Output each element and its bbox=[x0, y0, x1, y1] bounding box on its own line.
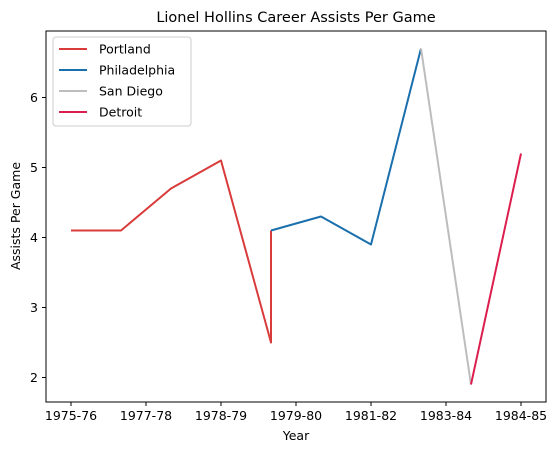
x-tick-label: 1975-76 bbox=[45, 408, 97, 423]
series-line-portland bbox=[71, 159, 272, 344]
series-line-detroit bbox=[470, 153, 522, 385]
y-tick-label: 5 bbox=[30, 160, 38, 175]
x-tick-label: 1979-80 bbox=[270, 408, 322, 423]
legend-box bbox=[52, 36, 192, 127]
legend-label: San Diego bbox=[99, 84, 163, 99]
legend-label: Portland bbox=[99, 42, 151, 57]
x-tick-label: 1984-85 bbox=[495, 408, 547, 423]
y-axis: 2 3 4 5 6 bbox=[30, 90, 46, 385]
x-tick-label: 1983-84 bbox=[420, 408, 472, 423]
series-line-san-diego bbox=[420, 48, 472, 385]
y-axis-label: Assists Per Game bbox=[8, 162, 23, 270]
series-line-philadelphia bbox=[270, 48, 422, 246]
x-axis-label: Year bbox=[282, 428, 310, 443]
legend-label: Philadelphia bbox=[99, 63, 175, 78]
y-tick-label: 3 bbox=[30, 300, 38, 315]
legend-label: Detroit bbox=[99, 105, 142, 120]
plot-lines bbox=[71, 48, 522, 385]
chart-title: Lionel Hollins Career Assists Per Game bbox=[156, 10, 435, 26]
x-axis: 1975-76 1977-78 1978-79 1979-80 1981-82 1983-… bbox=[45, 402, 547, 423]
y-tick-label: 4 bbox=[30, 230, 38, 245]
y-tick-label: 2 bbox=[30, 370, 38, 385]
y-tick-label: 6 bbox=[30, 90, 38, 105]
x-tick-label: 1981-82 bbox=[345, 408, 397, 423]
legend: Portland Philadelphia San Diego Detroit bbox=[52, 36, 192, 127]
x-tick-label: 1978-79 bbox=[195, 408, 247, 423]
x-tick-label: 1977-78 bbox=[120, 408, 172, 423]
